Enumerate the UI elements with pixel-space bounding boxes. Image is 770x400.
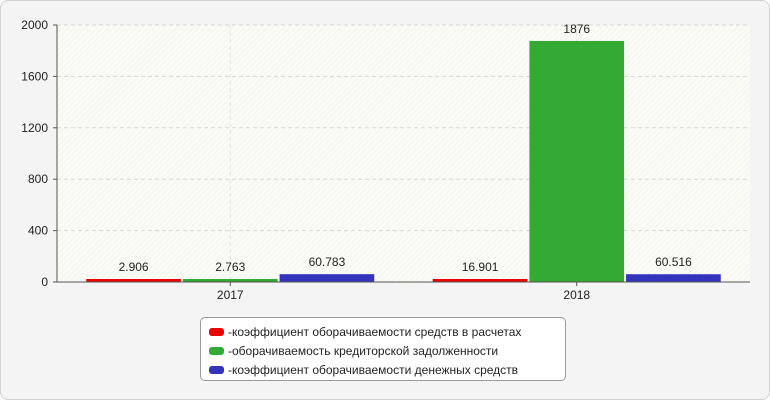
- bar: [626, 274, 721, 282]
- x-tick-labels: 2017 2018: [217, 288, 591, 302]
- y-tick-label: 800: [28, 172, 48, 186]
- bars: [86, 40, 721, 283]
- legend-prefix: -: [228, 343, 232, 358]
- bar: [182, 279, 278, 282]
- bar: [86, 279, 181, 282]
- bar: [529, 40, 625, 283]
- bar-chart: 2.906 2.763 60.783 16.901 1876 60.516 0 400 800…: [21, 18, 750, 302]
- y-tick-label: 0: [41, 275, 48, 289]
- y-tick-label: 400: [28, 224, 48, 238]
- legend-swatch: [209, 365, 224, 374]
- legend-item: - оборачиваемость кредиторской задолженн…: [209, 341, 557, 360]
- x-tick-label: 2017: [217, 288, 244, 302]
- data-label: 1876: [563, 22, 590, 36]
- legend-label: коэффициент оборачиваемости денежных сре…: [232, 362, 519, 377]
- legend-item: - коэффициент оборачиваемости денежных с…: [209, 360, 557, 379]
- legend-swatch: [209, 327, 224, 336]
- legend-label: коэффициент оборачиваемости средств в ра…: [232, 324, 522, 339]
- bar-labels: 2.906 2.763 60.783 16.901 1876 60.516: [119, 22, 693, 274]
- legend-prefix: -: [228, 362, 232, 377]
- y-tick-label: 1200: [21, 121, 48, 135]
- axes: [53, 24, 750, 286]
- data-label: 2.906: [119, 260, 149, 274]
- legend-item: - коэффициент оборачиваемости средств в …: [209, 322, 557, 341]
- x-tick-label: 2018: [563, 288, 590, 302]
- data-label: 2.763: [215, 260, 245, 274]
- bar: [279, 274, 375, 282]
- legend-label: оборачиваемость кредиторской задолженнос…: [232, 343, 499, 358]
- y-tick-labels: 0 400 800 1200 1600 2000: [21, 18, 48, 289]
- plot-area: [57, 25, 750, 282]
- data-label: 16.901: [462, 260, 499, 274]
- legend-swatch: [209, 346, 224, 355]
- legend-prefix: -: [228, 324, 232, 339]
- bar: [432, 279, 528, 282]
- y-tick-label: 1600: [21, 69, 48, 83]
- legend: - коэффициент оборачиваемости средств в …: [200, 317, 566, 381]
- data-label: 60.783: [309, 255, 346, 269]
- data-label: 60.516: [655, 255, 692, 269]
- y-tick-label: 2000: [21, 18, 48, 32]
